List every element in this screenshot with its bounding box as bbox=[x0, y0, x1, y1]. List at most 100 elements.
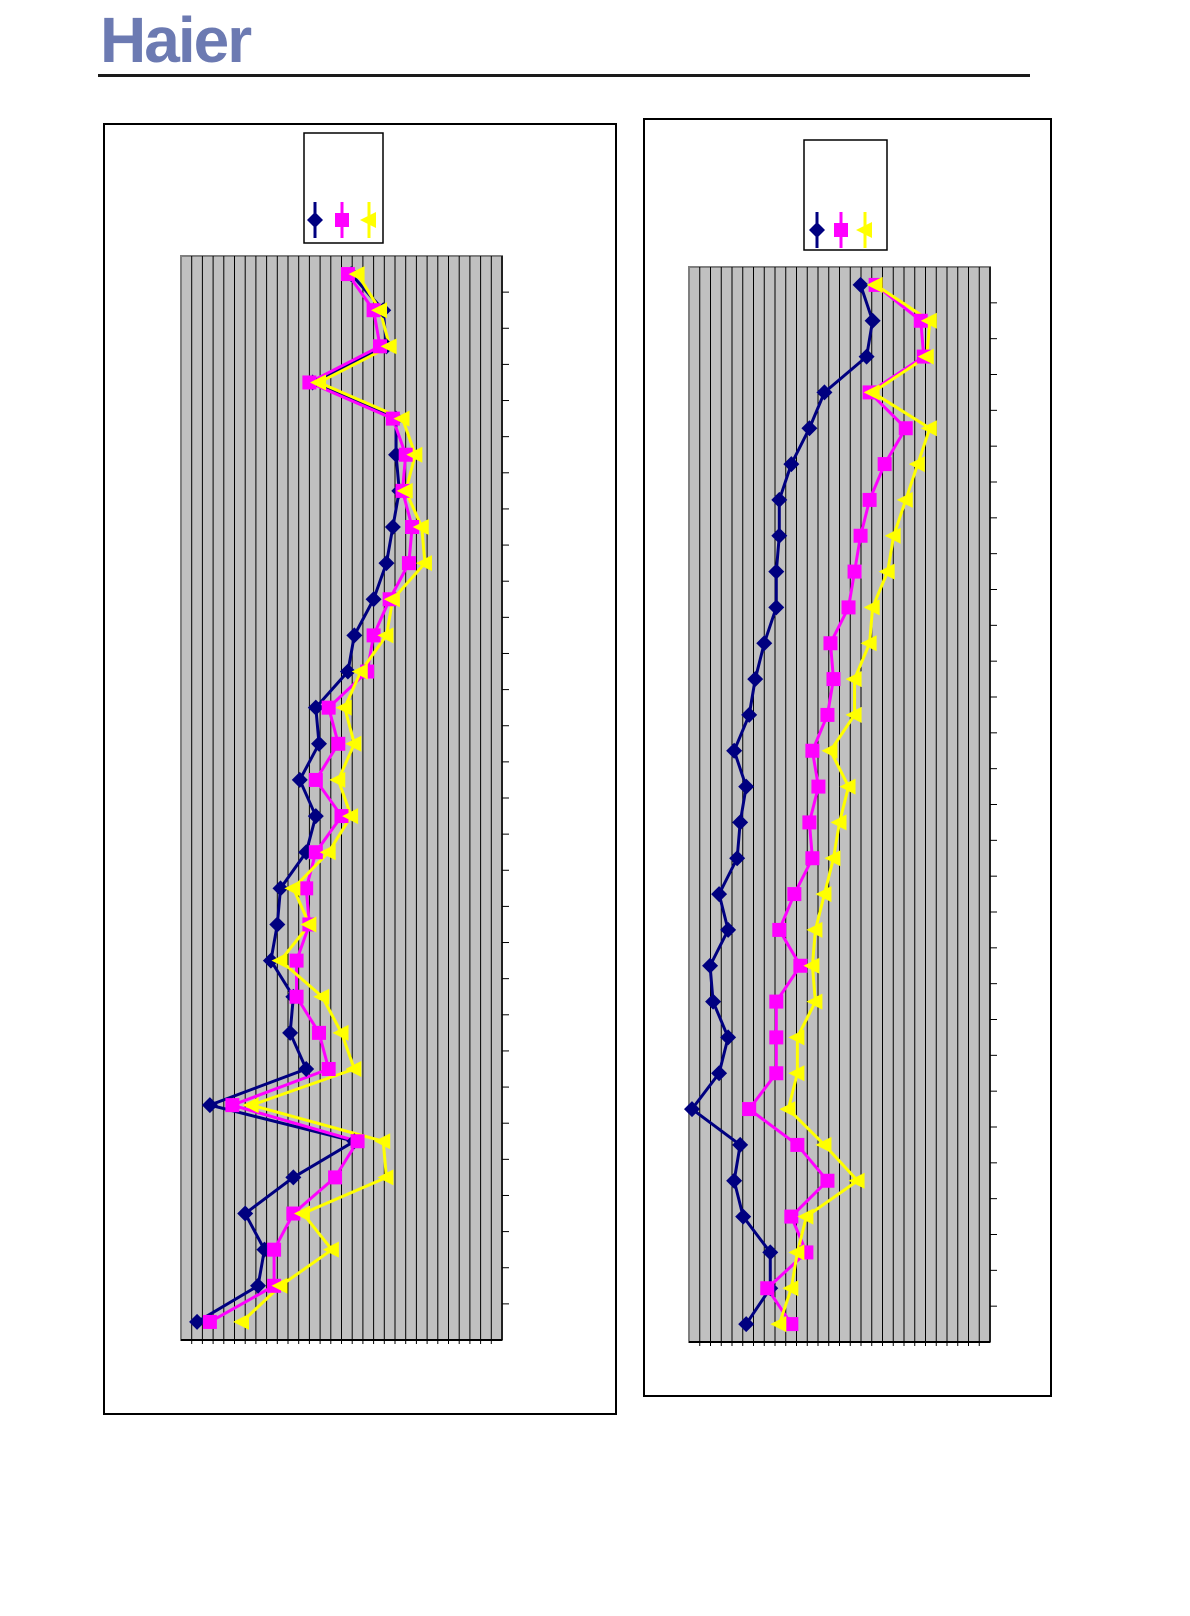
series-3-triangle-left-marker-icon bbox=[396, 482, 413, 499]
series-3-triangle-left-marker-icon bbox=[374, 1133, 391, 1150]
series-3-triangle-left-marker-icon bbox=[332, 1024, 349, 1041]
series-3-triangle-left-marker-icon bbox=[342, 808, 359, 825]
right-performance-chart bbox=[684, 139, 997, 1346]
series-3-triangle-left-marker-icon bbox=[271, 952, 288, 969]
series-1-diamond-marker-icon bbox=[282, 1024, 299, 1041]
series-1-diamond-marker-icon bbox=[365, 591, 382, 608]
series-3-triangle-left-marker-icon bbox=[866, 276, 883, 293]
series-3-triangle-left-marker-icon bbox=[293, 1205, 310, 1222]
series-3-triangle-left-marker-icon bbox=[806, 993, 823, 1010]
series-3-triangle-left-marker-icon bbox=[232, 1313, 249, 1330]
series-3-triangle-left-marker-icon bbox=[803, 957, 820, 974]
series-3-triangle-left-marker-icon bbox=[284, 880, 301, 897]
series-2-square-marker-icon bbox=[398, 447, 413, 462]
series-2-square-marker-icon bbox=[769, 1066, 784, 1081]
series-3-triangle-left-marker-icon bbox=[806, 921, 823, 938]
left-performance-chart bbox=[180, 132, 509, 1344]
series-1-diamond-marker-icon bbox=[285, 1169, 302, 1186]
series-1-diamond-marker-icon bbox=[756, 635, 773, 652]
series-1-diamond-marker-icon bbox=[269, 916, 286, 933]
series-2-square-marker-icon bbox=[373, 339, 388, 354]
series-2-square-marker-icon bbox=[405, 520, 420, 534]
series-3-triangle-left-marker-icon bbox=[319, 844, 336, 861]
series-2-square-marker-icon bbox=[385, 411, 400, 426]
series-1-diamond-marker-icon bbox=[768, 599, 785, 616]
series-3-triangle-left-marker-icon bbox=[815, 1136, 832, 1153]
series-2-square-marker-icon bbox=[331, 736, 346, 751]
series-2-square-marker-icon bbox=[350, 1134, 365, 1149]
series-2-square-marker-icon bbox=[826, 672, 841, 687]
series-1-diamond-marker-icon bbox=[771, 491, 788, 508]
series-3-triangle-left-marker-icon bbox=[345, 735, 362, 752]
series-2-square-marker-icon bbox=[321, 1062, 336, 1076]
series-3-triangle-left-marker-icon bbox=[920, 420, 937, 437]
series-3-triangle-left-marker-icon bbox=[779, 1101, 796, 1118]
series-1-diamond-marker-icon bbox=[311, 735, 328, 752]
series-3-triangle-left-marker-icon bbox=[797, 1208, 814, 1225]
series-2-square-marker-icon bbox=[299, 881, 314, 896]
series-1-diamond-marker-icon bbox=[298, 1061, 315, 1077]
series-2-square-marker-icon bbox=[312, 1025, 327, 1040]
series-2-square-marker-icon bbox=[820, 707, 835, 722]
series-1-diamond-marker-icon bbox=[732, 1136, 749, 1153]
series-1-diamond-marker-icon bbox=[256, 1241, 273, 1258]
series-3-triangle-left-marker-icon bbox=[908, 456, 925, 473]
series-1-diamond-marker-icon bbox=[771, 527, 788, 544]
series-2-square-marker-icon bbox=[802, 815, 817, 830]
series-1-diamond-marker-icon bbox=[720, 921, 737, 938]
series-2-square-marker-icon bbox=[267, 1242, 282, 1257]
series-3-triangle-left-marker-icon bbox=[824, 850, 841, 867]
series-2-square-marker-icon bbox=[811, 779, 826, 794]
series-2-square-marker-icon bbox=[286, 1206, 301, 1221]
legend-series-1-diamond-icon bbox=[307, 212, 323, 228]
series-2-square-marker-icon bbox=[898, 421, 913, 436]
series-2-square-marker-icon bbox=[805, 743, 820, 758]
series-2-square-marker-icon bbox=[742, 1102, 757, 1117]
series-2-square-marker-icon bbox=[784, 1317, 799, 1332]
legend-series-2-square-icon bbox=[335, 213, 349, 227]
series-2-square-marker-icon bbox=[769, 1030, 784, 1045]
series-3-triangle-left-marker-icon bbox=[300, 916, 317, 933]
series-2-square-marker-icon bbox=[793, 958, 808, 973]
series-2-square-marker-icon bbox=[202, 1314, 217, 1329]
series-1-diamond-marker-icon bbox=[738, 778, 755, 795]
chart-panel-left bbox=[103, 123, 617, 1415]
series-1-diamond-marker-icon bbox=[250, 1277, 267, 1294]
series-1-diamond-marker-icon bbox=[726, 1172, 743, 1189]
legend-series-2-square-icon bbox=[834, 223, 848, 237]
series-1-diamond-marker-icon bbox=[291, 771, 308, 788]
series-3-triangle-left-marker-icon bbox=[393, 410, 410, 427]
series-3-triangle-left-marker-icon bbox=[788, 1029, 805, 1046]
series-3-triangle-left-marker-icon bbox=[313, 988, 330, 1005]
series-2-square-marker-icon bbox=[334, 809, 349, 824]
series-2-square-marker-icon bbox=[225, 1098, 240, 1113]
series-1-diamond-marker-icon bbox=[732, 814, 749, 831]
series-2-square-marker-icon bbox=[841, 600, 856, 615]
series-3-triangle-left-marker-icon bbox=[782, 1280, 799, 1297]
haier-logo: Haier bbox=[100, 4, 252, 76]
series-3-triangle-left-marker-icon bbox=[322, 1241, 339, 1258]
series-3-triangle-left-marker-icon bbox=[406, 446, 423, 463]
series-3-triangle-left-marker-icon bbox=[351, 663, 368, 680]
series-1-diamond-marker-icon bbox=[864, 312, 881, 329]
series-3-triangle-left-marker-icon bbox=[815, 886, 832, 903]
series-3-triangle-left-marker-icon bbox=[878, 563, 895, 580]
series-1-diamond-marker-icon bbox=[741, 706, 758, 723]
series-2-square-marker-icon bbox=[302, 375, 317, 390]
series-1-diamond-marker-icon bbox=[711, 1065, 728, 1082]
series-1-diamond-marker-icon bbox=[272, 880, 289, 897]
series-3-triangle-left-marker-icon bbox=[839, 778, 856, 795]
series-2-square-marker-icon bbox=[790, 1137, 805, 1152]
series-1-diamond-marker-icon bbox=[237, 1205, 254, 1222]
series-3-triangle-left-marker-icon bbox=[310, 374, 327, 391]
series-3-triangle-left-marker-icon bbox=[863, 599, 880, 616]
series-1-diamond-marker-icon bbox=[768, 563, 785, 580]
series-1-diamond-marker-icon bbox=[307, 808, 324, 825]
series-2-square-marker-icon bbox=[823, 636, 838, 651]
series-2-square-marker-icon bbox=[769, 994, 784, 1009]
series-3-triangle-left-marker-icon bbox=[242, 1097, 259, 1114]
series-3-triangle-left-marker-icon bbox=[920, 312, 937, 329]
series-3-triangle-left-marker-icon bbox=[821, 742, 838, 759]
series-2-square-marker-icon bbox=[862, 492, 877, 507]
series-2-square-marker-icon bbox=[784, 1209, 799, 1224]
